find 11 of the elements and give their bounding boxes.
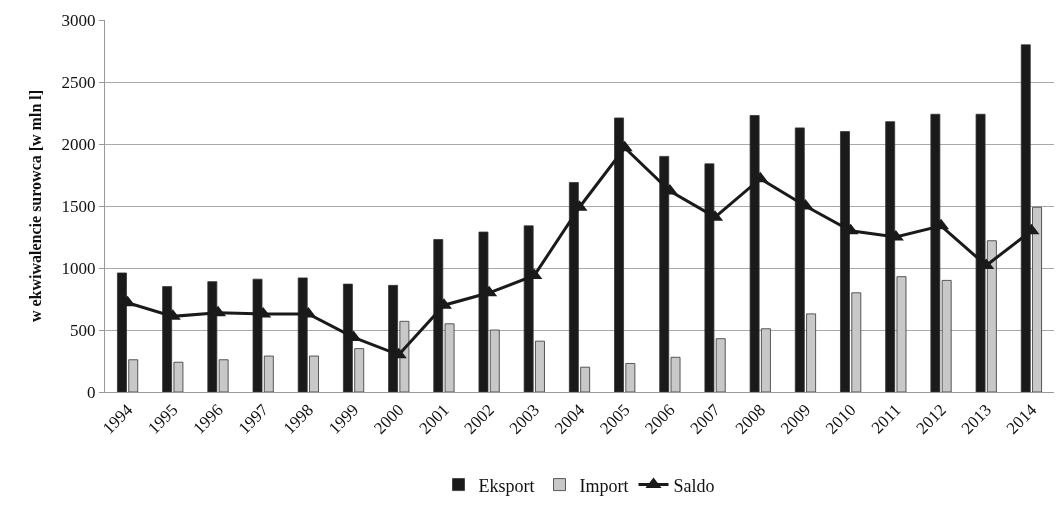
- y-tick-label: 3000: [61, 10, 96, 30]
- y-tick-label: 0: [87, 382, 96, 402]
- y-tick-label: 2000: [61, 134, 96, 154]
- y-tick-label: 2500: [61, 72, 96, 92]
- legend-label: Saldo: [673, 475, 715, 496]
- y-tick-label: 1500: [61, 196, 96, 216]
- legend-label: Import: [579, 475, 629, 496]
- y-tick-label: 500: [70, 320, 96, 340]
- legend-label: Eksport: [478, 475, 535, 496]
- y-axis-title: w ekwiwalencie surowca [w mln l]: [27, 89, 45, 323]
- y-tick-label: 1000: [61, 258, 96, 278]
